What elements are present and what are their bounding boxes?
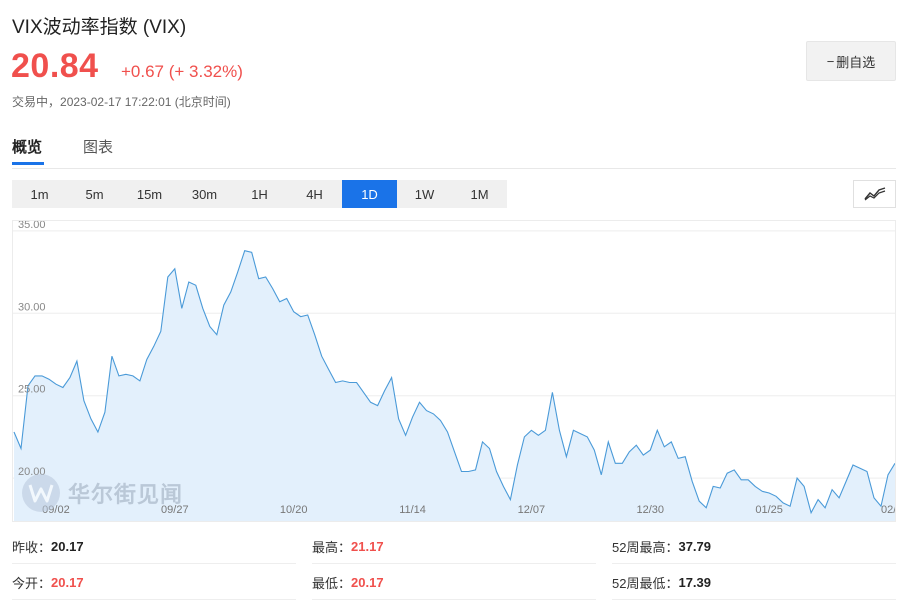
- x-tick-label: 02/1: [881, 504, 895, 516]
- tab-bar: 概览 图表: [12, 134, 896, 169]
- stat-52w-low: 52周最低： 17.39: [612, 566, 896, 600]
- x-tick-label: 09/27: [161, 504, 189, 516]
- watermark-text: 华尔街见闻: [68, 482, 184, 508]
- stat-value: 20.17: [351, 575, 384, 590]
- period-4h[interactable]: 4H: [306, 186, 323, 202]
- line-chart-icon: [863, 187, 885, 201]
- stat-52w-high: 52周最高： 37.79: [612, 530, 896, 564]
- period-1m[interactable]: 1m: [30, 186, 49, 202]
- period-1w[interactable]: 1W: [414, 186, 435, 202]
- x-tick-label: 12/07: [518, 504, 546, 516]
- y-tick-label: 30.00: [18, 301, 46, 313]
- stat-value: 17.39: [678, 575, 712, 590]
- remove-watchlist-label: 删自选: [836, 54, 876, 70]
- x-tick-label: 01/25: [755, 504, 783, 516]
- period-30m[interactable]: 30m: [191, 186, 218, 202]
- period-1d[interactable]: 1D: [342, 180, 397, 208]
- x-tick-label: 11/14: [399, 504, 426, 516]
- remove-watchlist-button[interactable]: − 删自选: [806, 41, 896, 81]
- period-1h[interactable]: 1H: [251, 186, 268, 202]
- page-title: VIX波动率指数 (VIX): [12, 17, 187, 38]
- tab-chart[interactable]: 图表: [83, 139, 114, 156]
- stat-label: 昨收：: [12, 540, 52, 555]
- stat-label: 52周最低：: [612, 576, 679, 591]
- stat-label: 52周最高：: [612, 540, 679, 555]
- stat-low: 最低： 20.17: [312, 566, 596, 600]
- stat-high: 最高： 21.17: [312, 530, 596, 564]
- stat-prev-close: 昨收： 20.17: [12, 530, 296, 564]
- y-tick-label: 25.00: [18, 384, 46, 396]
- period-15m[interactable]: 15m: [136, 186, 163, 202]
- price-line: [13, 250, 895, 515]
- tab-overview[interactable]: 概览: [12, 139, 43, 156]
- wallstreetcn-logo: [22, 474, 60, 512]
- x-tick-label: 10/20: [280, 504, 308, 516]
- stat-label: 今开：: [12, 576, 52, 591]
- watermark: 华尔街见闻: [22, 474, 183, 512]
- period-selector: 1m 5m 15m 30m 1H 4H 1D 1W 1M: [12, 180, 507, 208]
- stat-value: 37.79: [678, 539, 712, 554]
- stat-value: 21.17: [351, 539, 384, 554]
- stat-label: 最高：: [312, 540, 352, 555]
- x-tick-label: 12/30: [637, 504, 665, 516]
- status-datetime: 2023-02-17 17:22:01 (北京时间): [60, 95, 231, 109]
- status-label: 交易中: [12, 95, 49, 109]
- price-area: [14, 250, 895, 521]
- price-change: +0.67 (+ 3.32%): [121, 62, 243, 81]
- stat-open: 今开： 20.17: [12, 566, 296, 600]
- stat-label: 最低：: [312, 576, 352, 591]
- chart-type-button[interactable]: [853, 180, 896, 208]
- period-5m[interactable]: 5m: [85, 186, 104, 202]
- trading-status: 交易中，2023-02-17 17:22:01 (北京时间): [12, 95, 231, 109]
- period-1mo[interactable]: 1M: [470, 186, 489, 202]
- active-tab-indicator: [12, 162, 44, 165]
- current-price: 20.84: [11, 47, 99, 85]
- y-tick-label: 35.00: [18, 221, 46, 231]
- stat-value: 20.17: [51, 539, 84, 554]
- minus-icon: −: [826, 53, 835, 69]
- stat-value: 20.17: [51, 575, 84, 590]
